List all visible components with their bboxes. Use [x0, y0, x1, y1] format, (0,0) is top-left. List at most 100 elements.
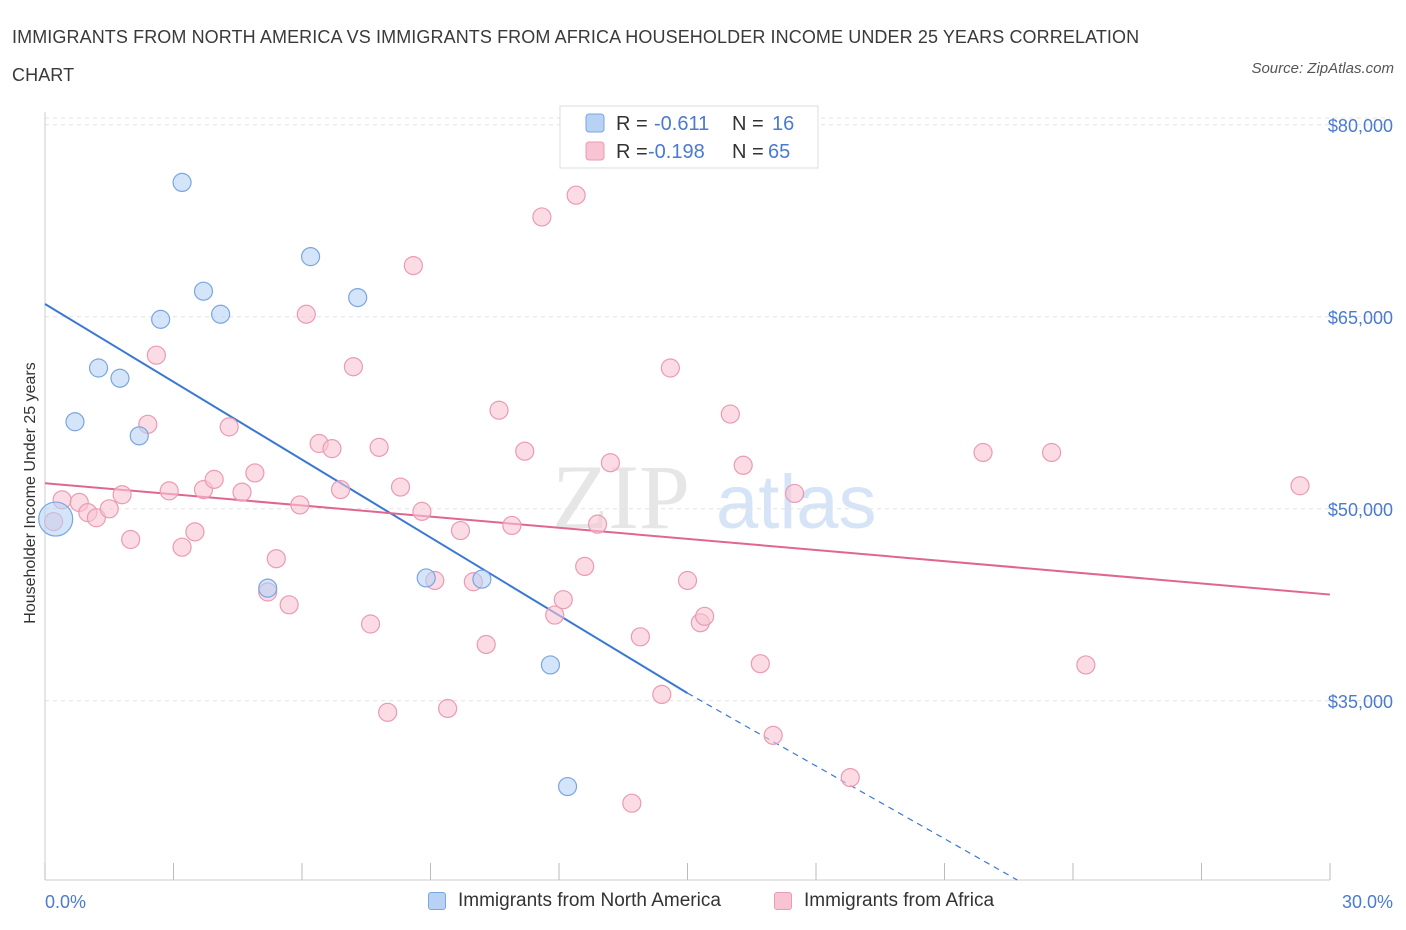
- point-africa: [733, 455, 753, 475]
- point-africa: [622, 793, 642, 813]
- point-africa: [204, 469, 224, 489]
- point-africa: [587, 514, 608, 534]
- legend-n-value-af: 65: [768, 141, 790, 163]
- point-africa: [630, 627, 650, 647]
- point-north-america: [88, 358, 109, 378]
- legend-n-value-na: 16: [772, 113, 794, 135]
- y-tick-label: $35,000: [1328, 692, 1393, 712]
- point-africa: [502, 515, 522, 536]
- point-africa: [146, 345, 166, 365]
- axes: [44, 112, 1331, 881]
- legend-r-label-af: R =: [616, 141, 648, 163]
- point-africa: [360, 614, 381, 634]
- point-africa: [553, 590, 573, 610]
- point-africa: [450, 520, 471, 541]
- point-africa: [660, 358, 680, 378]
- legend-r-value-af: -0.198: [648, 141, 705, 163]
- point-africa: [99, 499, 119, 519]
- trend-line-north-america: [44, 303, 689, 694]
- chart-title: IMMIGRANTS FROM NORTH AMERICA VS IMMIGRA…: [12, 27, 1140, 85]
- point-africa: [159, 481, 179, 501]
- point-north-america: [129, 426, 149, 446]
- point-africa: [720, 404, 740, 424]
- legend-label-north-america: Immigrants from North America: [458, 890, 721, 911]
- stats-legend: R = -0.611 N = 16 R = -0.198 N = 65: [559, 105, 819, 169]
- point-north-america: [38, 501, 74, 537]
- point-africa: [695, 606, 715, 626]
- legend-item-north-america: Immigrants from North America: [428, 890, 721, 912]
- point-africa: [600, 453, 621, 473]
- legend-swatch-africa: [585, 141, 605, 161]
- trend-lines: [44, 303, 1331, 881]
- point-north-america: [258, 578, 278, 598]
- point-africa: [185, 522, 205, 542]
- legend-item-africa: Immigrants from Africa: [774, 890, 994, 912]
- point-africa: [840, 767, 860, 788]
- watermark-zip: ZIP: [552, 446, 690, 548]
- point-africa: [1290, 476, 1310, 496]
- grid-lines: [45, 117, 1390, 702]
- legend-n-label-na: N =: [732, 113, 764, 135]
- legend-r-value-na: -0.611: [654, 113, 709, 135]
- point-africa: [750, 654, 770, 674]
- point-africa: [784, 483, 805, 504]
- trend-line-africa: [44, 482, 1331, 596]
- legend-swatch-africa-bottom: [774, 892, 792, 910]
- point-africa: [245, 463, 265, 483]
- point-africa: [266, 549, 286, 569]
- y-tick-labels: $80,000 $65,000 $50,000 $35,000: [1328, 116, 1393, 712]
- point-africa: [219, 417, 239, 437]
- point-north-america: [211, 304, 231, 324]
- y-tick-label: $80,000: [1328, 116, 1393, 136]
- point-africa: [763, 725, 783, 745]
- point-africa: [412, 501, 432, 521]
- point-africa: [172, 537, 192, 557]
- point-north-america: [348, 288, 368, 308]
- point-africa: [973, 442, 993, 463]
- point-north-america: [472, 569, 492, 589]
- point-africa: [489, 400, 509, 420]
- point-north-america: [416, 568, 436, 588]
- point-africa: [1041, 442, 1062, 463]
- point-africa: [652, 684, 672, 705]
- series-legend: Immigrants from North America Immigrants…: [0, 890, 1406, 914]
- point-africa: [566, 185, 586, 205]
- point-north-america: [300, 247, 321, 267]
- y-tick-label: $50,000: [1328, 500, 1393, 520]
- point-africa: [343, 357, 363, 377]
- point-africa: [677, 570, 698, 591]
- legend-n-label-af: N =: [732, 141, 764, 163]
- point-africa: [515, 441, 535, 461]
- point-africa: [232, 482, 252, 502]
- point-africa: [476, 634, 496, 655]
- point-africa: [575, 556, 595, 577]
- point-africa: [403, 256, 423, 276]
- x-tick-max: 30.0%: [1342, 892, 1393, 912]
- point-africa: [112, 485, 132, 505]
- legend-label-africa: Immigrants from Africa: [804, 890, 995, 911]
- point-africa: [369, 437, 389, 457]
- point-north-america: [557, 776, 578, 797]
- point-africa: [296, 304, 316, 324]
- legend-r-label-na: R =: [616, 113, 648, 135]
- y-axis-label: Householder Income Under 25 years: [22, 362, 39, 623]
- source-label: Source: ZipAtlas.com: [1251, 60, 1394, 77]
- point-africa: [279, 595, 299, 615]
- point-africa: [378, 702, 398, 722]
- point-north-america: [172, 172, 192, 192]
- point-africa: [390, 477, 411, 497]
- point-africa: [1076, 655, 1096, 675]
- point-africa: [532, 207, 552, 227]
- legend-swatch-north-america: [585, 113, 605, 133]
- point-africa: [438, 698, 458, 719]
- point-africa: [121, 529, 141, 550]
- point-north-america: [151, 309, 171, 329]
- point-north-america: [540, 655, 561, 675]
- point-north-america: [193, 281, 214, 301]
- data-points: [38, 172, 1310, 813]
- point-africa: [290, 495, 310, 515]
- point-africa: [545, 605, 565, 625]
- point-north-america: [65, 412, 85, 432]
- x-tick-min: 0.0%: [45, 892, 86, 912]
